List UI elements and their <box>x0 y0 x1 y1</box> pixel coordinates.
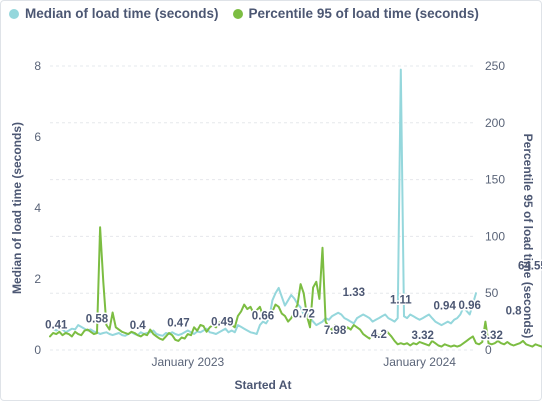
x-axis-title: Started At <box>235 378 292 392</box>
data-label: 0.58 <box>86 313 109 325</box>
data-label: 3.32 <box>480 330 502 342</box>
data-labels: 0.41 0.58 0.4 0.47 0.49 0.66 0.72 7.98 1.33 4.2 1.… <box>44 259 542 344</box>
right-axis-ticks: 0 50 100 150 200 250 <box>485 59 505 357</box>
data-label: 64.55 <box>518 261 542 273</box>
data-label: 0.8 <box>506 306 523 318</box>
right-tick-label: 150 <box>485 173 505 187</box>
x-axis-ticks: January 2023 January 2024 <box>151 355 456 369</box>
legend-item-median[interactable]: Median of load time (seconds) <box>9 6 219 21</box>
right-tick-label: 100 <box>485 229 505 243</box>
data-label: 0.41 <box>45 319 68 331</box>
left-tick-label: 2 <box>34 272 41 286</box>
left-tick-label: 0 <box>34 343 41 357</box>
data-label: 0.4 <box>130 320 147 332</box>
data-label: 7.98 <box>324 325 347 337</box>
data-label: 1.11 <box>390 295 412 307</box>
right-tick-label: 250 <box>485 59 505 73</box>
legend-label-p95: Percentile 95 of load time (seconds) <box>248 6 479 21</box>
left-tick-label: 6 <box>34 130 41 144</box>
data-label: 0.72 <box>293 308 315 320</box>
legend-swatch-median <box>9 8 19 19</box>
right-tick-label: 0 <box>485 343 492 357</box>
series-line-median[interactable] <box>49 68 477 337</box>
data-label: 4.2 <box>371 329 387 341</box>
legend-label-median: Median of load time (seconds) <box>25 6 219 21</box>
right-tick-label: 200 <box>485 116 505 130</box>
data-label: 0.47 <box>167 317 189 329</box>
left-axis-ticks: 0 2 4 6 8 <box>34 59 41 357</box>
legend-item-p95[interactable]: Percentile 95 of load time (seconds) <box>232 6 479 21</box>
series-lines <box>49 68 542 348</box>
x-tick-label: January 2024 <box>383 355 456 369</box>
data-label: 0.96 <box>459 300 481 312</box>
legend: Median of load time (seconds) Percentile… <box>9 6 479 21</box>
gridlines <box>50 65 476 351</box>
right-axis-title: Percentile 95 of load time (seconds) <box>521 134 535 339</box>
data-label: 1.33 <box>343 287 365 299</box>
legend-swatch-p95 <box>232 8 243 19</box>
data-label: 0.49 <box>211 317 233 329</box>
left-axis-title: Median of load time (seconds) <box>10 122 24 294</box>
data-label: 3.32 <box>412 330 434 342</box>
series-line-p95[interactable] <box>49 107 542 348</box>
x-tick-label: January 2023 <box>151 355 224 369</box>
left-tick-label: 4 <box>34 201 41 215</box>
left-tick-label: 8 <box>34 59 41 73</box>
data-label: 0.94 <box>433 301 456 313</box>
right-tick-label: 50 <box>485 286 499 300</box>
data-label: 0.66 <box>252 311 274 323</box>
